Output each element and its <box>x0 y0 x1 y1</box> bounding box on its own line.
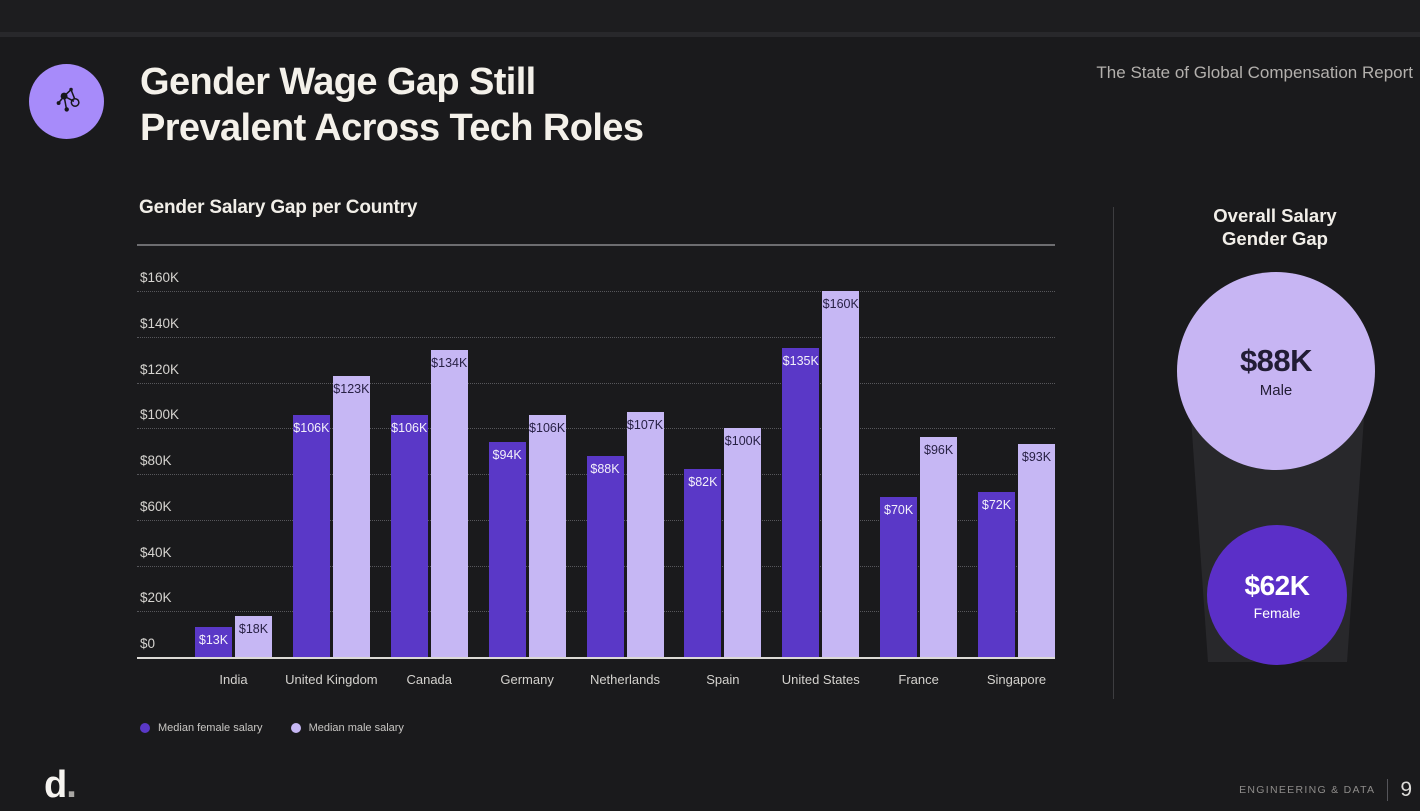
y-tick-label: $20K <box>140 590 172 606</box>
bar-value-label: $135K <box>782 354 819 368</box>
legend-dot <box>290 723 301 733</box>
x-tick-label-united-kingdom: United Kingdom <box>285 672 378 687</box>
page-title-line-1: Gender Wage Gap Still <box>140 61 536 103</box>
bar-chart: $0 $20K $40K $60K $80K $100K $120K $140K $160K $1… <box>137 270 1055 687</box>
bar-united-states-female: $135K <box>782 348 820 657</box>
bar-value-label: $72K <box>981 498 1012 512</box>
bar-france-female: $70K <box>880 497 918 657</box>
legend-item: Median female salary <box>140 722 263 734</box>
chart-title: Gender Salary Gap per Country <box>139 197 418 218</box>
male-salary-label: Male <box>1259 382 1293 399</box>
bar-spain-female: $82K <box>684 469 722 657</box>
bar-india-female: $13K <box>195 627 232 657</box>
x-tick-label-netherlands: Netherlands <box>589 672 661 687</box>
legend-label: Median male salary <box>308 722 404 734</box>
y-tick-label: $60K <box>140 498 172 514</box>
page-title-line-2: Prevalent Across Tech Roles <box>140 107 644 149</box>
legend-dot <box>140 723 150 733</box>
bar-germany-female: $94K <box>488 442 526 657</box>
x-tick-label-canada: Canada <box>406 672 453 687</box>
bar-value-label: $96K <box>924 443 954 457</box>
bar-value-label: $82K <box>688 475 718 489</box>
footer-section-label: ENGINEERING & DATA <box>1239 784 1376 796</box>
logo-dot: . <box>66 764 77 806</box>
bar-value-label: $107K <box>626 418 664 432</box>
y-tick-label: $160K <box>140 270 180 285</box>
page-number: 9 <box>1400 778 1412 801</box>
bar-value-label: $106K <box>391 421 428 435</box>
report-name: The State of Global Compensation Report <box>1096 63 1413 82</box>
x-tick-label-united-states: United States <box>781 672 860 687</box>
x-tick-label-france: France <box>898 672 939 687</box>
bar-united-kingdom-male: $123K <box>332 376 370 657</box>
bar-value-label: $94K <box>492 448 522 462</box>
bar-united-kingdom-female: $106K <box>292 415 330 657</box>
x-axis-baseline <box>137 656 1055 659</box>
top-bar-divider <box>0 32 1420 37</box>
bar-spain-male: $100K <box>724 428 762 657</box>
bar-canada-female: $106K <box>390 415 428 657</box>
bar-value-label: $134K <box>431 356 468 370</box>
bar-value-label: $70K <box>884 503 914 517</box>
bar-singapore-male: $93K <box>1018 444 1055 657</box>
bar-value-label: $93K <box>1021 450 1052 464</box>
network-nodes-icon <box>45 77 89 126</box>
y-tick-label: $0 <box>140 636 156 651</box>
bar-netherlands-female: $88K <box>586 456 624 657</box>
brand-badge <box>29 64 104 139</box>
bar-netherlands-male: $107K <box>626 412 664 657</box>
footer-divider <box>1387 779 1389 801</box>
bar-value-label: $123K <box>333 382 370 396</box>
legend-item: Median male salary <box>290 722 404 734</box>
bar-value-label: $106K <box>293 421 330 435</box>
bar-value-label: $88K <box>590 462 620 476</box>
footer-right: ENGINEERING & DATA 9 <box>1239 778 1412 802</box>
x-tick-label-india: India <box>219 672 248 687</box>
female-salary-value: $62K <box>1244 569 1310 601</box>
panel-divider <box>1113 207 1114 699</box>
bar-united-states-male: $160K <box>822 291 860 657</box>
y-tick-label: $120K <box>140 361 180 377</box>
bar-value-label: $13K <box>198 633 229 647</box>
side-panel-title-line-2: Gender Gap <box>1222 228 1328 249</box>
side-panel-title: Overall Salary Gender Gap <box>1154 204 1396 250</box>
bar-india-male: $18K <box>235 616 272 657</box>
bar-value-label: $100K <box>724 434 761 448</box>
bar-canada-male: $134K <box>430 350 468 657</box>
x-tick-label-germany: Germany <box>500 672 554 687</box>
bar-singapore-female: $72K <box>978 492 1015 657</box>
top-bar <box>0 0 1420 32</box>
side-panel-title-line-1: Overall Salary <box>1213 205 1337 226</box>
bar-value-label: $160K <box>822 297 859 311</box>
y-tick-label: $140K <box>140 315 180 331</box>
gridline-160K <box>137 291 1055 292</box>
gridline-120K <box>137 382 1055 384</box>
female-salary-bubble: $62K Female <box>1207 525 1347 665</box>
y-tick-label: $80K <box>140 453 172 468</box>
male-salary-bubble: $88K Male <box>1177 272 1375 470</box>
x-tick-label-singapore: Singapore <box>986 672 1047 687</box>
legend-label: Median female salary <box>158 722 263 734</box>
bar-germany-male: $106K <box>528 415 566 657</box>
x-tick-label-spain: Spain <box>706 672 740 687</box>
company-logo: d. <box>44 764 77 806</box>
y-tick-label: $40K <box>140 544 172 560</box>
page-title: Gender Wage Gap Still Prevalent Across T… <box>140 59 644 151</box>
chart-top-rule <box>137 244 1055 246</box>
male-salary-value: $88K <box>1239 343 1313 378</box>
female-salary-label: Female <box>1253 604 1301 621</box>
chart-legend: Median female salary Median male salary <box>140 722 404 734</box>
gridline-100K <box>137 428 1055 430</box>
bar-value-label: $106K <box>529 421 566 435</box>
bar-value-label: $18K <box>238 622 269 636</box>
gridline-140K <box>137 336 1055 338</box>
bar-france-male: $96K <box>920 437 958 657</box>
y-tick-label: $100K <box>140 407 180 423</box>
